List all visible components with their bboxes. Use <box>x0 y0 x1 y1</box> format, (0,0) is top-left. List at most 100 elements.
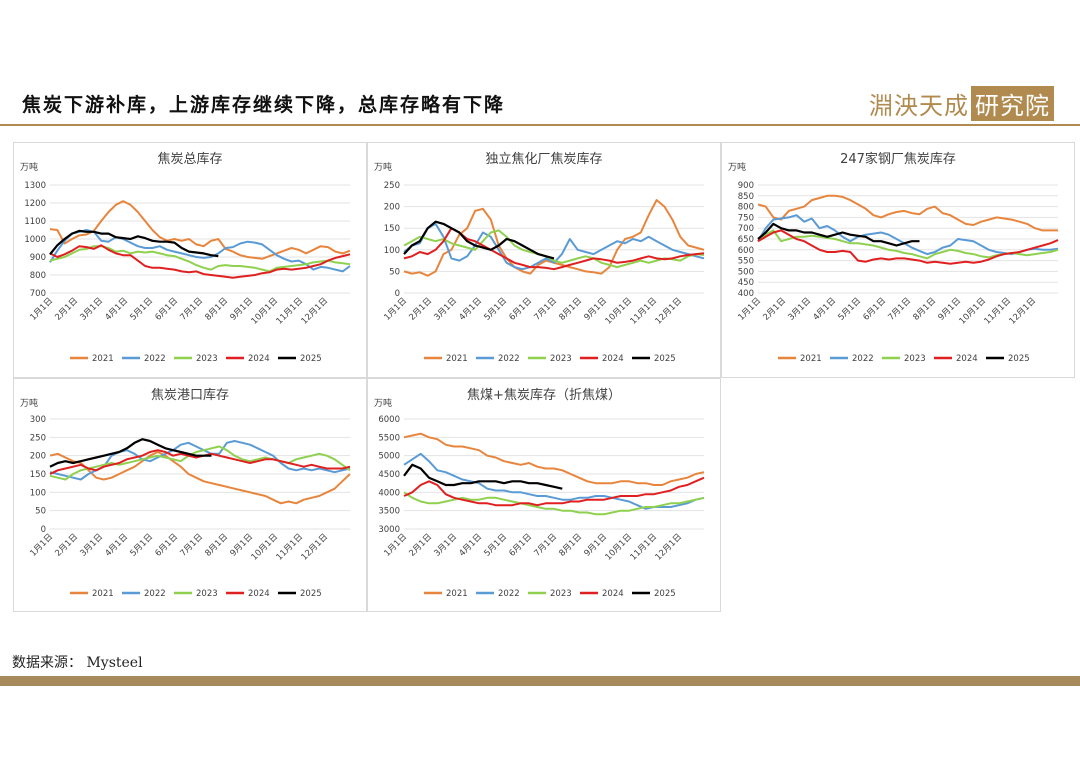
logo-main-text: 淵泱天成 <box>869 92 969 120</box>
data-source: 数据来源： Mysteel <box>12 655 143 671</box>
x-tick-label: 1月1日 <box>382 532 409 559</box>
x-tick-label: 6月1日 <box>153 532 180 559</box>
series-line-2021 <box>757 194 1058 232</box>
x-tick-label: 4月1日 <box>457 532 484 559</box>
series-line-2021 <box>403 199 705 277</box>
series-line-2021 <box>49 200 351 260</box>
y-tick-label: 6000 <box>378 415 400 425</box>
legend-label: 2024 <box>956 354 978 364</box>
x-tick-label: 11月1日 <box>629 296 660 327</box>
y-tick-label: 400 <box>738 289 754 299</box>
x-tick-label: 8月1日 <box>911 296 938 323</box>
series-line-2025 <box>49 229 219 258</box>
x-tick-label: 5月1日 <box>482 296 509 323</box>
chart-title: 247家钢厂焦炭库存 <box>840 151 956 167</box>
y-tick-label: 100 <box>384 246 400 256</box>
page-title: 焦炭下游补库，上游库存继续下降，总库存略有下降 <box>22 94 506 116</box>
y-axis-unit: 万吨 <box>20 161 38 173</box>
x-tick-label: 1月1日 <box>28 532 55 559</box>
chart-title: 焦煤+焦炭库存（折焦煤） <box>467 387 621 403</box>
y-tick-label: 4500 <box>378 470 400 480</box>
y-axis-unit: 万吨 <box>374 397 392 409</box>
y-tick-label: 0 <box>41 525 46 535</box>
x-tick-label: 8月1日 <box>203 296 230 323</box>
x-tick-label: 10月1日 <box>604 296 635 327</box>
y-tick-label: 700 <box>30 289 46 299</box>
x-tick-label: 3月1日 <box>78 296 105 323</box>
y-tick-label: 0 <box>395 289 400 299</box>
chart-svg-5: 焦煤+焦炭库存（折焦煤） 万吨 3000 3500 4000 4500 5000 5500 60… <box>374 387 705 599</box>
y-tick-label: 3000 <box>378 525 400 535</box>
y-tick-label: 5000 <box>378 452 400 462</box>
x-tick-label: 6月1日 <box>153 296 180 323</box>
x-tick-label: 11月1日 <box>629 532 660 563</box>
legend-label: 2021 <box>446 354 468 364</box>
y-tick-label: 50 <box>389 267 400 277</box>
y-tick-label: 850 <box>738 192 754 202</box>
x-tick-label: 10月1日 <box>250 296 281 327</box>
chart-title: 焦炭总库存 <box>157 151 222 167</box>
y-tick-label: 100 <box>30 488 46 498</box>
legend-label: 2022 <box>144 589 166 599</box>
x-tick-label: 1月1日 <box>382 296 409 323</box>
legend-label: 2021 <box>92 354 114 364</box>
y-tick-label: 150 <box>384 224 400 234</box>
legend-label: 2025 <box>300 354 322 364</box>
series-line-2021 <box>403 432 705 486</box>
legend-label: 2024 <box>602 354 624 364</box>
series-line-2024 <box>49 449 351 475</box>
x-tick-label: 8月1日 <box>557 532 584 559</box>
legend-label: 2022 <box>144 354 166 364</box>
series-line-2024 <box>757 229 1059 265</box>
y-tick-label: 300 <box>30 415 46 425</box>
legend-label: 2022 <box>498 354 520 364</box>
series-line-2025 <box>757 222 920 247</box>
x-tick-label: 7月1日 <box>532 296 559 323</box>
y-tick-label: 250 <box>30 433 46 443</box>
x-tick-label: 4月1日 <box>103 532 130 559</box>
x-tick-label: 12月1日 <box>654 296 685 327</box>
x-tick-label: 11月1日 <box>275 532 306 563</box>
x-tick-label: 7月1日 <box>532 532 559 559</box>
legend-label: 2023 <box>904 354 926 364</box>
x-tick-label: 2月1日 <box>53 532 80 559</box>
y-tick-label: 800 <box>30 271 46 281</box>
y-tick-label: 750 <box>738 213 754 223</box>
x-tick-label: 6月1日 <box>507 296 534 323</box>
x-tick-label: 10月1日 <box>604 532 635 563</box>
chart-title: 焦炭港口库存 <box>151 387 229 403</box>
x-tick-label: 8月1日 <box>203 532 230 559</box>
series-line-2025 <box>49 438 212 468</box>
x-tick-label: 12月1日 <box>300 532 331 563</box>
x-tick-label: 5月1日 <box>482 532 509 559</box>
legend-label: 2023 <box>196 354 218 364</box>
chart-svg-3: 247家钢厂焦炭库存万吨4004505005506006507007508008… <box>728 151 1059 364</box>
y-tick-label: 900 <box>738 181 754 191</box>
legend-label: 2023 <box>550 354 572 364</box>
series-line-2025 <box>403 463 563 490</box>
x-tick-label: 3月1日 <box>78 532 105 559</box>
series-line-2021 <box>49 451 351 505</box>
y-tick-label: 900 <box>30 253 46 263</box>
y-tick-label: 5500 <box>378 433 400 443</box>
y-tick-label: 3500 <box>378 507 400 517</box>
x-tick-label: 8月1日 <box>557 296 584 323</box>
x-tick-label: 11月1日 <box>983 296 1014 327</box>
series-line-2022 <box>403 222 705 271</box>
x-tick-label: 5月1日 <box>128 532 155 559</box>
legend-label: 2025 <box>654 354 676 364</box>
header-divider <box>0 124 1080 126</box>
x-tick-label: 12月1日 <box>654 532 685 563</box>
y-axis-unit: 万吨 <box>374 161 392 173</box>
y-tick-label: 800 <box>738 203 754 213</box>
series-line-2025 <box>403 220 555 260</box>
chart-panel-1: 焦炭总库存 万吨 700 800 900 1000 1100 1200 1300 1月1日 2月1日… <box>13 142 367 378</box>
x-tick-label: 10月1日 <box>250 532 281 563</box>
y-tick-label: 550 <box>738 257 754 267</box>
x-tick-label: 4月1日 <box>457 296 484 323</box>
y-tick-label: 200 <box>30 452 46 462</box>
series-line-2024 <box>403 476 705 507</box>
legend-label: 2024 <box>248 589 270 599</box>
